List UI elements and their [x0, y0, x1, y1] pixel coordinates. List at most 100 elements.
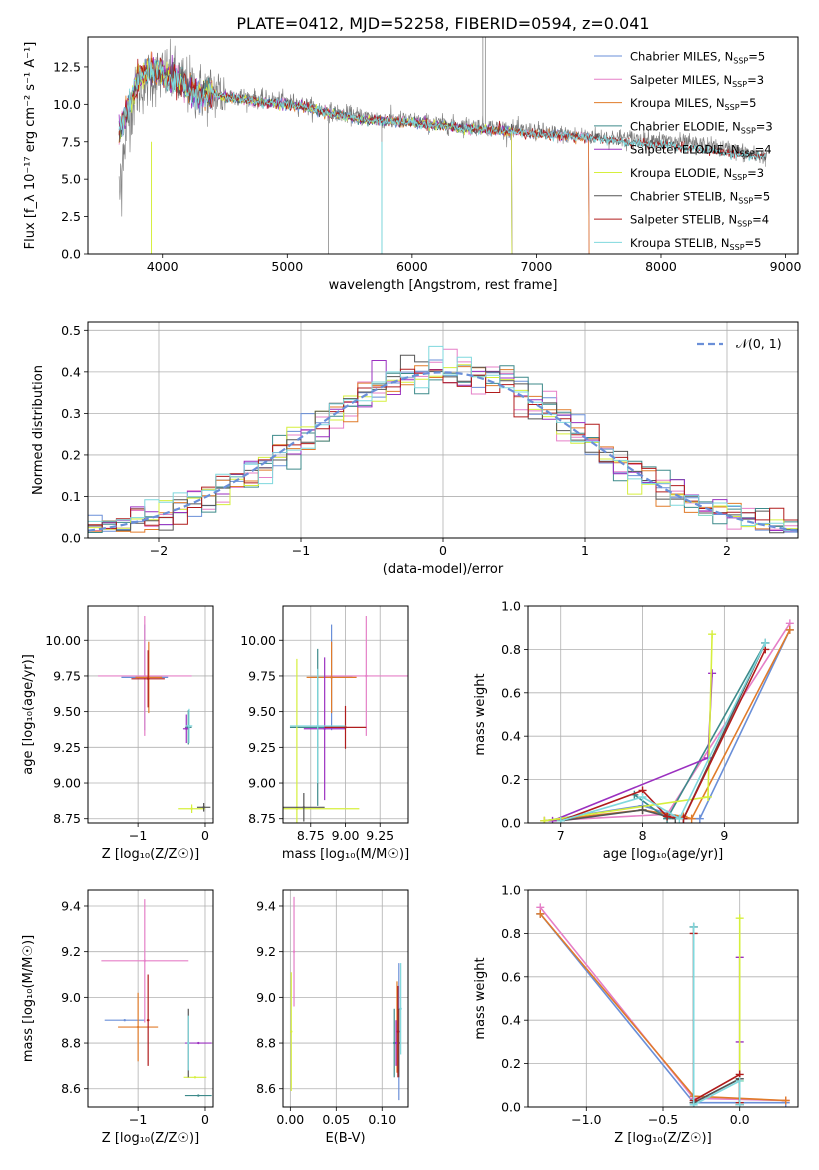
x-tick-label: 1: [581, 543, 589, 558]
axes-frame: [527, 889, 799, 1108]
mass-weight-line-salpeter-elodie: [552, 673, 713, 822]
legend-entry: Chabrier STELIB, NSSP=5: [630, 189, 770, 205]
y-tick-label: 8.8: [61, 1036, 81, 1051]
plus-marker: [761, 638, 770, 647]
mass-weight-line-chabrier-elodie: [692, 926, 741, 1105]
data-point: [399, 1007, 402, 1010]
y-tick-label: 9.00: [53, 776, 81, 791]
plot-area: [101, 899, 212, 1097]
errorbar-point: [146, 974, 150, 1066]
plus-marker: [540, 816, 549, 823]
model-spectrum-salpeter-stelib: [118, 57, 767, 160]
axes-frame: [87, 605, 214, 824]
y-tick-label: 8.6: [256, 1081, 276, 1096]
plus-marker: [548, 816, 557, 823]
errorbar-point: [186, 1015, 190, 1071]
plus-marker: [556, 816, 565, 823]
x-axis-label: mass [log₁₀(M/M☉)]: [282, 847, 409, 862]
x-tick-label: 0.10: [368, 1112, 396, 1127]
axes-frame: [527, 605, 799, 824]
x-tick-label: 8000: [645, 259, 677, 274]
x-tick-label: 6000: [396, 259, 428, 274]
x-tick-label: 2: [723, 543, 731, 558]
x-tick-label: 9.25: [366, 828, 394, 843]
y-tick-label: 1.0: [501, 883, 521, 898]
legend: 𝒩(0, 1): [697, 336, 782, 351]
y-tick-label: 0.8: [501, 642, 521, 657]
y-tick-label: 9.0: [61, 990, 81, 1005]
x-tick-label: 0.00: [276, 1112, 304, 1127]
figure-title: PLATE=0412, MJD=52258, FIBERID=0594, z=0…: [236, 14, 649, 33]
y-tick-label: 9.50: [248, 704, 276, 719]
mass-weight-line-chabrier-stelib: [560, 642, 767, 822]
y-tick-label: 12.5: [53, 59, 81, 74]
errorbar-point: [290, 972, 293, 1092]
y-tick-label: 9.0: [256, 990, 276, 1005]
x-tick-label: −1: [129, 828, 147, 843]
x-tick-label: −0.5: [648, 1112, 678, 1127]
y-tick-label: 9.75: [248, 668, 276, 683]
plot-area: [540, 619, 794, 823]
plus-marker: [735, 1076, 744, 1085]
errorbar-point: [283, 658, 360, 823]
y-tick-label: 10.00: [240, 633, 276, 648]
x-tick-label: 0: [201, 828, 209, 843]
x-tick-label: 9.00: [332, 828, 360, 843]
y-tick-label: 8.75: [248, 811, 276, 826]
y-tick-label: 0.4: [61, 364, 81, 379]
chart-mass_vs_ebv: 0.00 0.05 0.10 8.6 8.8 9.0 9.2 9.4 E(B-V): [256, 889, 409, 1146]
plus-marker: [536, 909, 545, 918]
mass-weight-line-chabrier-elodie: [633, 642, 766, 820]
x-axis-label: E(B-V): [325, 1131, 365, 1146]
data-point: [123, 1019, 126, 1022]
legend-entry: Kroupa STELIB, NSSP=5: [630, 236, 761, 252]
x-tick-label: 0: [201, 1112, 209, 1127]
y-tick-label: 9.4: [256, 898, 276, 913]
mass-weight-line-kroupa-elodie: [544, 634, 713, 822]
data-point: [295, 807, 299, 810]
y-tick-label: 0.3: [61, 406, 81, 421]
mass-weight-line-salpeter-stelib: [692, 933, 741, 1103]
y-tick-label: 10.0: [53, 97, 81, 112]
x-axis-label: Z [log₁₀(Z/Z☉)]: [614, 1131, 711, 1146]
errorbar-point: [135, 641, 163, 714]
y-tick-label: 9.2: [256, 944, 276, 959]
y-axis-label: Flux [f_λ 10⁻¹⁷ erg cm⁻² s⁻¹ A⁻¹]: [23, 42, 38, 250]
chart-massweight_vs_age: 7 8 9 0.0 0.2 0.4 0.6 0.8 1.0 age [log₁₀(age/yr)]…: [473, 599, 799, 862]
errorbar-point: [289, 668, 346, 784]
plus-marker: [735, 1100, 744, 1107]
data-point: [197, 1094, 200, 1097]
y-tick-label: 7.5: [61, 134, 81, 149]
plus-marker: [689, 922, 698, 931]
legend-entry: Salpeter STELIB, NSSP=4: [630, 213, 769, 229]
errorbar-point: [104, 1019, 145, 1022]
data-point: [290, 1030, 293, 1033]
errorbar-point: [324, 705, 367, 749]
plus-marker: [638, 792, 647, 801]
plus-marker: [695, 814, 704, 823]
y-tick-label: 0.1: [61, 489, 81, 504]
y-tick-label: 9.2: [61, 944, 81, 959]
data-point: [330, 676, 333, 679]
y-tick-label: 0.4: [501, 1013, 521, 1028]
normal-reference-curve: [88, 371, 798, 532]
x-tick-label: 4000: [147, 259, 179, 274]
x-tick-label: −1: [292, 543, 310, 558]
y-tick-label: 0.4: [501, 729, 521, 744]
data-point: [292, 950, 296, 953]
x-tick-label: 7000: [521, 259, 553, 274]
legend-entry: Kroupa ELODIE, NSSP=3: [630, 166, 764, 182]
legend: Chabrier MILES, NSSP=5 Salpeter MILES, NS…: [594, 50, 773, 252]
errorbar-point: [394, 1020, 398, 1066]
plus-marker: [675, 814, 684, 823]
y-axis-label: age [log₁₀(age/yr)]: [21, 654, 36, 775]
x-tick-label: 5000: [271, 259, 303, 274]
y-tick-label: 0.2: [61, 447, 81, 462]
plot-area: [88, 345, 798, 534]
errorbar-point: [98, 615, 192, 736]
y-tick-label: 5.0: [61, 172, 81, 187]
y-axis-label: mass [log₁₀(M/M☉)]: [21, 935, 36, 1062]
errorbar-point: [184, 1094, 212, 1097]
mass-weight-line-kroupa-stelib: [560, 642, 767, 822]
legend-entry: Chabrier MILES, NSSP=5: [630, 50, 765, 66]
